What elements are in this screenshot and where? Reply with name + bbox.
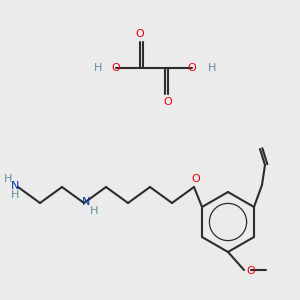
Text: H: H xyxy=(90,206,98,216)
Text: O: O xyxy=(112,63,120,73)
Text: H: H xyxy=(208,63,216,73)
Text: O: O xyxy=(192,174,200,184)
Text: H: H xyxy=(11,190,19,200)
Text: N: N xyxy=(11,181,19,191)
Text: N: N xyxy=(82,197,90,207)
Text: H: H xyxy=(94,63,102,73)
Text: O: O xyxy=(164,97,172,107)
Text: H: H xyxy=(4,174,12,184)
Text: O: O xyxy=(247,266,255,276)
Text: O: O xyxy=(136,29,144,39)
Text: O: O xyxy=(188,63,196,73)
